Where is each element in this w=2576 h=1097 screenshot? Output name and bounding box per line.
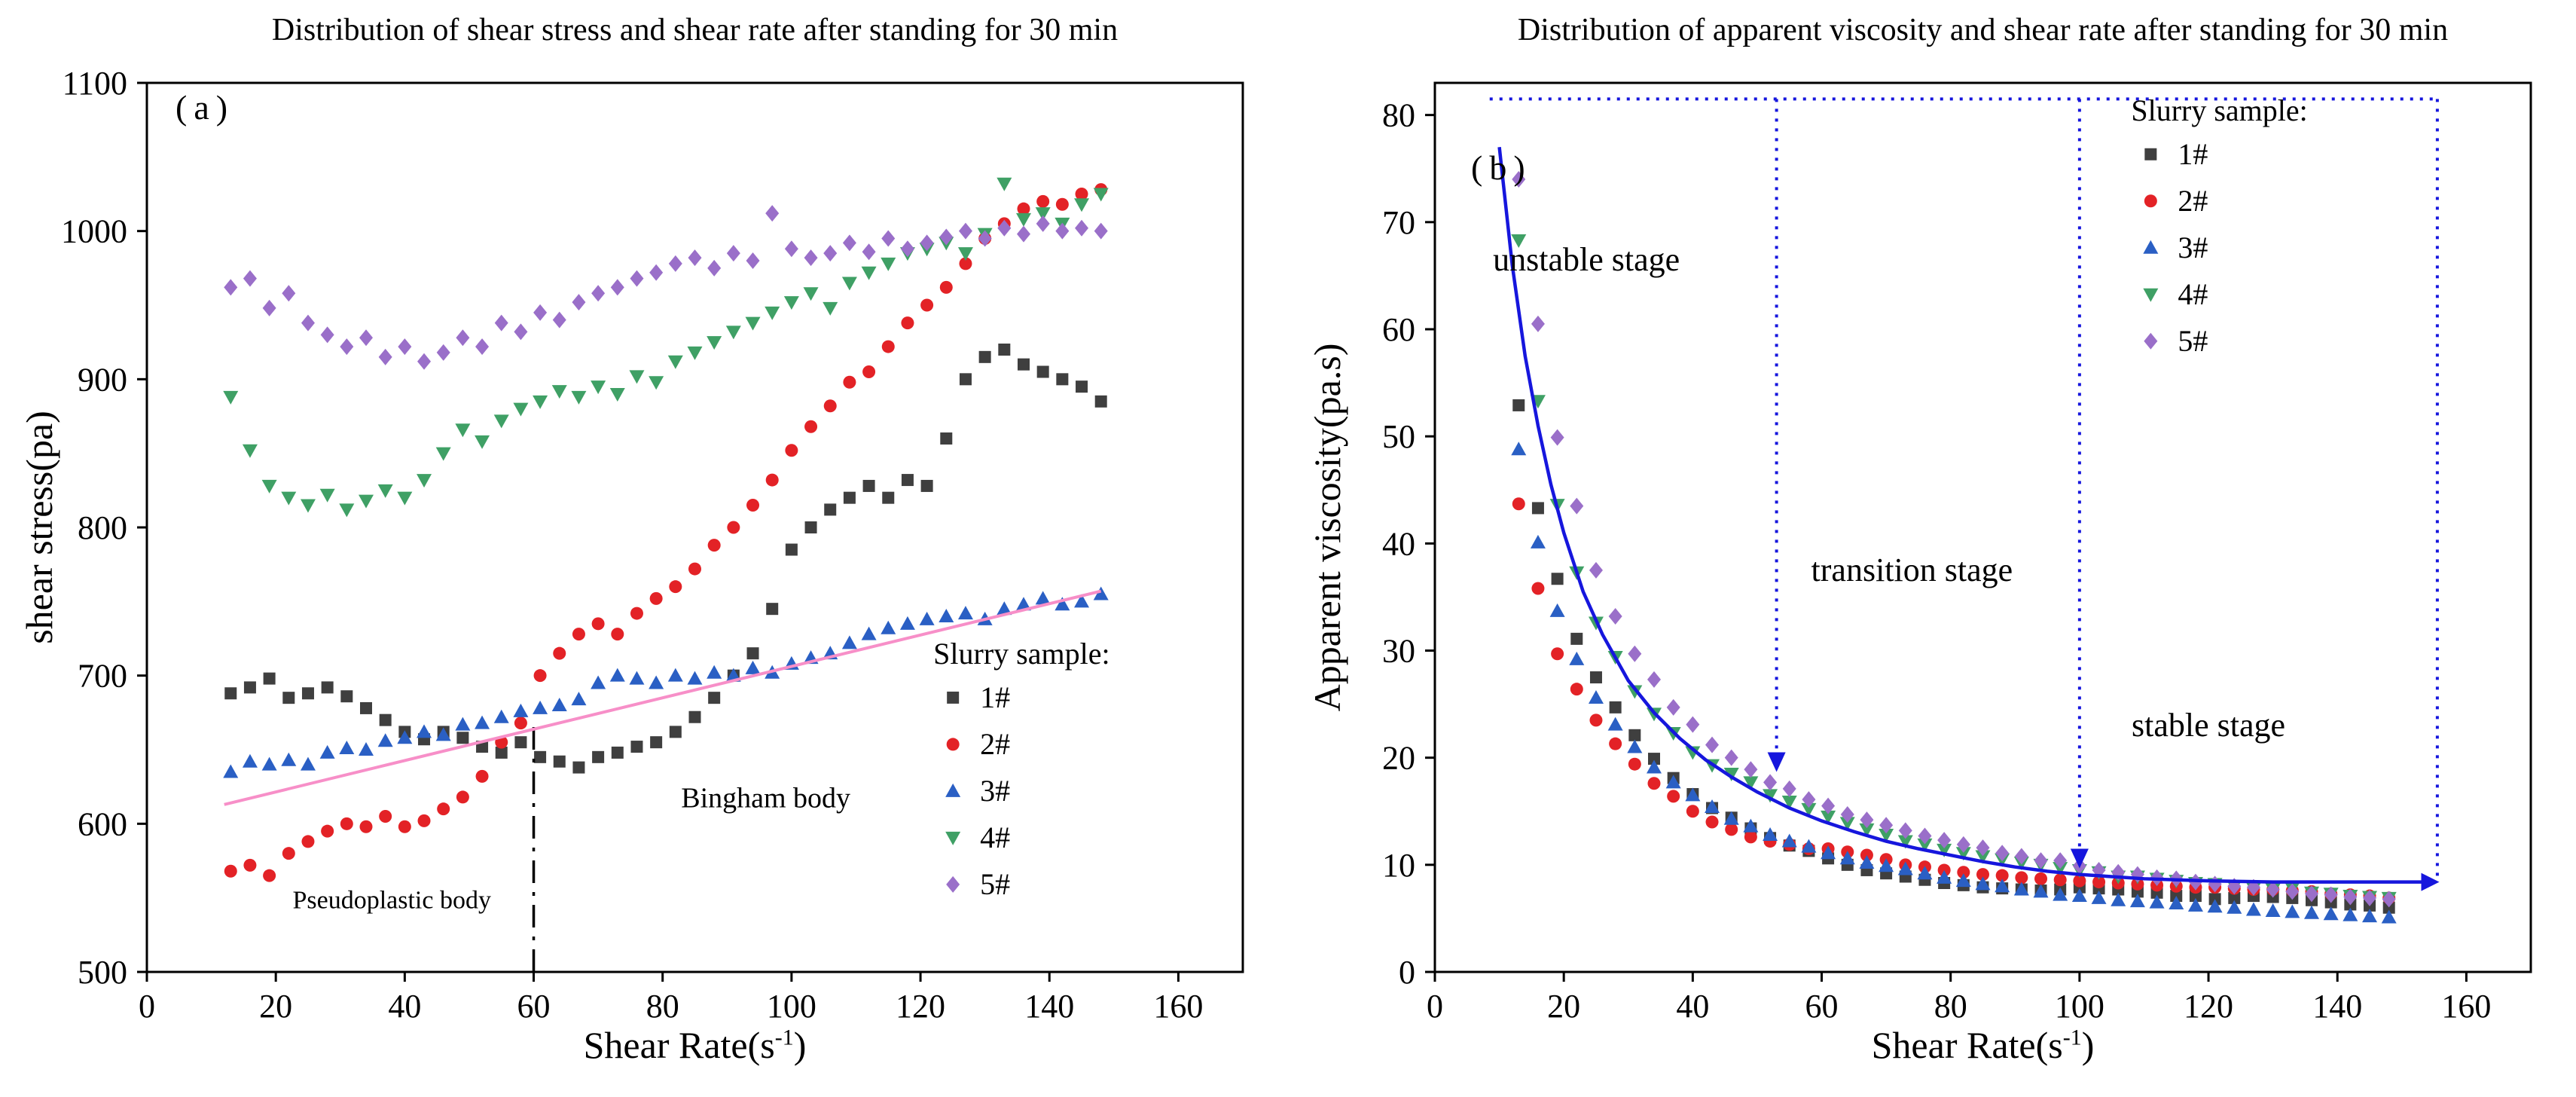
y-tick-label: 0	[1399, 954, 1415, 991]
x-tick-label: 0	[1427, 988, 1443, 1025]
panel-b: 0 20 40 60 80 100 120 140 160 0 10 20 30 40 50 60 70 80 un…	[1288, 0, 2576, 1097]
x-tick-label: 140	[2312, 988, 2362, 1025]
legend-label-1#: 1#	[980, 680, 1010, 714]
series-3#-points	[223, 586, 1109, 778]
chart-canvas-a: 0 20 40 60 80 100 120 140 160 500 600 700 800 900 1000…	[61, 65, 1244, 1025]
y-tick-label: 30	[1382, 632, 1415, 669]
x-axis-label-b-text: Shear Rate(s	[1871, 1024, 2063, 1066]
x-tick-label: 20	[1547, 988, 1580, 1025]
x-tick-label: 140	[1024, 988, 1074, 1025]
y-axis-label-b: Apparent viscosity(pa.s)	[1306, 343, 1348, 712]
series-5#-points	[224, 205, 1108, 370]
legend-title: Slurry sample:	[933, 637, 1109, 671]
x-tick-label: 160	[2441, 988, 2491, 1025]
legend-title: Slurry sample:	[2131, 93, 2307, 127]
chart-title-b: Distribution of apparent viscosity and s…	[1517, 13, 2449, 47]
x-tick-label: 80	[1934, 988, 1967, 1025]
y-tick-label: 10	[1382, 847, 1415, 884]
right-arrow	[2421, 872, 2440, 891]
x-tick-label: 100	[767, 988, 816, 1025]
annotation-2: stable stage	[2132, 707, 2285, 744]
y-tick-label: 900	[78, 361, 127, 398]
x-tick-label: 120	[896, 988, 945, 1025]
x-axis-label-a-close: )	[793, 1024, 807, 1066]
x-axis-label-b-close: )	[2081, 1024, 2095, 1066]
stage-boundary-dotted-lines	[1489, 97, 2439, 880]
x-tick-label: 160	[1153, 988, 1203, 1025]
panel-a: 0 20 40 60 80 100 120 140 160 500 600 700 800 900 1000…	[18, 13, 1244, 1067]
legend-label-4#: 4#	[2178, 277, 2208, 311]
y-axis-label-a: shear stress(pa)	[18, 411, 60, 644]
panel-label-a: (a)	[175, 88, 235, 127]
x-axis-label-a: Shear Rate(s-1)	[147, 1023, 1243, 1067]
x-tick-label: 100	[2055, 988, 2104, 1025]
legend-label-3#: 3#	[980, 774, 1010, 808]
x-axis-label-b: Shear Rate(s-1)	[1435, 1023, 2531, 1067]
y-tick-label: 500	[78, 954, 127, 991]
legend-label-5#: 5#	[2178, 324, 2208, 358]
series-1#-points	[1512, 399, 2395, 914]
x-tick-label: 60	[517, 988, 551, 1025]
legend-label-2#: 2#	[980, 727, 1010, 761]
viscosity-fit-curve	[1497, 147, 2422, 884]
y-tick-label: 70	[1382, 204, 1415, 241]
legend-label-5#: 5#	[980, 867, 1010, 901]
x-axis-label-b-sup: -1	[2062, 1025, 2082, 1050]
series-2#-points	[224, 183, 1108, 882]
x-tick-label: 40	[1676, 988, 1709, 1025]
x-tick-label: 80	[646, 988, 679, 1025]
panel-label-b: (b)	[1471, 148, 1532, 187]
y-tick-label: 50	[1382, 418, 1415, 455]
legend: Slurry sample: 1# 2# 3# 4# 5#	[933, 637, 1109, 901]
series-3#-points	[1511, 442, 2397, 924]
annotation-0: Pseudoplastic body	[292, 886, 490, 914]
series-4#-points	[223, 177, 1109, 518]
y-tick-label: 20	[1382, 740, 1415, 777]
legend-label-2#: 2#	[2178, 184, 2208, 218]
x-tick-label: 60	[1805, 988, 1839, 1025]
axis-ticks: 0 20 40 60 80 100 120 140 160 0 10 20 30 40 50 60 70 80	[1382, 97, 2491, 1025]
series-5#-points	[1512, 170, 2396, 908]
x-tick-label: 120	[2184, 988, 2233, 1025]
x-axis-label-a-sup: -1	[774, 1025, 794, 1050]
plot-frame	[1433, 81, 2532, 973]
legend-label-4#: 4#	[980, 820, 1010, 854]
x-tick-label: 0	[139, 988, 155, 1025]
y-tick-label: 600	[78, 805, 127, 842]
linear-fit-line	[224, 589, 1102, 806]
y-tick-label: 800	[78, 509, 127, 546]
axis-ticks: 0 20 40 60 80 100 120 140 160 500 600 700 800 900 1000…	[61, 65, 1203, 1025]
annotation-1: transition stage	[1811, 552, 2013, 588]
x-tick-label: 20	[259, 988, 292, 1025]
y-tick-label: 700	[78, 658, 127, 695]
y-tick-label: 60	[1382, 311, 1415, 348]
series-1#-points	[224, 344, 1107, 774]
legend-label-1#: 1#	[2178, 137, 2208, 171]
legend-label-3#: 3#	[2178, 231, 2208, 264]
y-tick-label: 1000	[61, 213, 127, 250]
y-tick-label: 1100	[63, 65, 127, 102]
chart-title-a: Distribution of shear stress and shear r…	[271, 13, 1119, 47]
chart-canvas-b: 0 20 40 60 80 100 120 140 160 0 10 20 30 40 50 60 70 80 un…	[1382, 81, 2532, 1025]
x-axis-label-a-text: Shear Rate(s	[583, 1024, 775, 1066]
x-tick-label: 40	[388, 988, 421, 1025]
down-arrow	[1767, 752, 1786, 772]
y-tick-label: 80	[1382, 97, 1415, 134]
annotation-1: Bingham body	[681, 783, 850, 814]
down-arrow	[2070, 848, 2089, 869]
annotation-0: unstable stage	[1493, 241, 1680, 278]
legend: Slurry sample: 1# 2# 3# 4# 5#	[2131, 93, 2307, 358]
y-tick-label: 40	[1382, 525, 1415, 562]
